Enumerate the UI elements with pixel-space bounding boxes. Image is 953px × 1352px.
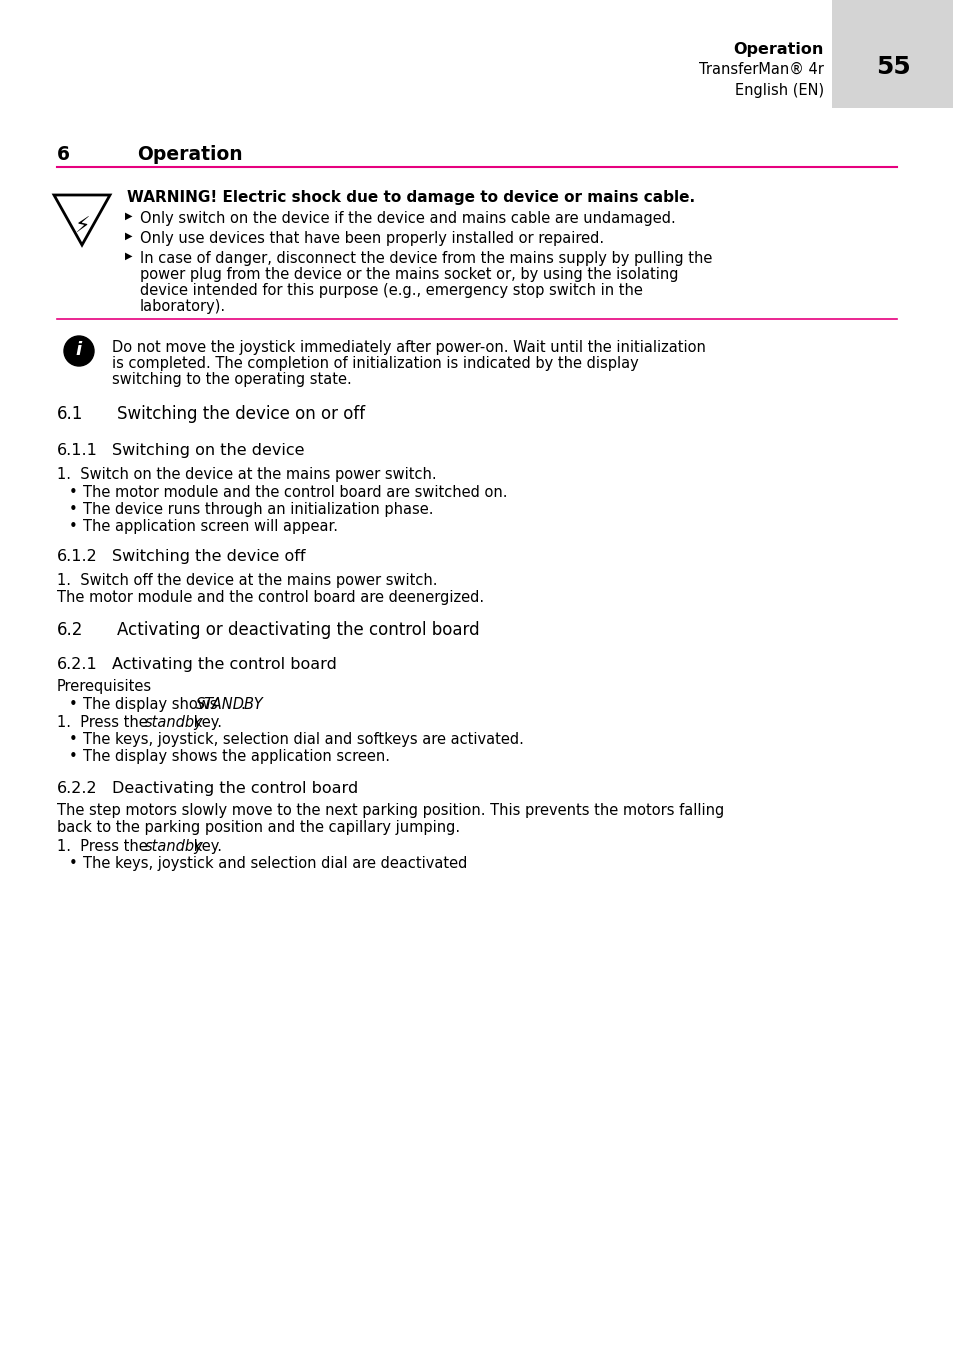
Text: power plug from the device or the mains socket or, by using the isolating: power plug from the device or the mains … xyxy=(140,266,678,283)
Text: 6.2.2: 6.2.2 xyxy=(57,781,97,796)
Text: •: • xyxy=(69,502,77,516)
Text: English (EN): English (EN) xyxy=(734,82,823,97)
Text: Operation: Operation xyxy=(137,145,242,164)
Text: The display shows: The display shows xyxy=(83,698,222,713)
Text: Deactivating the control board: Deactivating the control board xyxy=(112,781,358,796)
Text: 6.1.1: 6.1.1 xyxy=(57,443,98,458)
Text: Only use devices that have been properly installed or repaired.: Only use devices that have been properly… xyxy=(140,231,603,246)
Circle shape xyxy=(64,337,94,366)
Text: ▶: ▶ xyxy=(125,251,132,261)
Text: switching to the operating state.: switching to the operating state. xyxy=(112,372,352,387)
Text: 1.  Press the: 1. Press the xyxy=(57,715,152,730)
Text: Switching on the device: Switching on the device xyxy=(112,443,304,458)
Text: 6: 6 xyxy=(57,145,70,164)
Text: Switching the device off: Switching the device off xyxy=(112,549,305,564)
Text: In case of danger, disconnect the device from the mains supply by pulling the: In case of danger, disconnect the device… xyxy=(140,251,712,266)
Text: Only switch on the device if the device and mains cable are undamaged.: Only switch on the device if the device … xyxy=(140,211,675,226)
Text: device intended for this purpose (e.g., emergency stop switch in the: device intended for this purpose (e.g., … xyxy=(140,283,642,297)
Text: The motor module and the control board are switched on.: The motor module and the control board a… xyxy=(83,485,507,500)
Text: •: • xyxy=(69,519,77,534)
Text: 55: 55 xyxy=(875,55,909,78)
Text: Switching the device on or off: Switching the device on or off xyxy=(117,406,365,423)
Text: key.: key. xyxy=(189,715,222,730)
Text: ▶: ▶ xyxy=(125,231,132,241)
Text: .: . xyxy=(240,698,245,713)
Text: is completed. The completion of initialization is indicated by the display: is completed. The completion of initiali… xyxy=(112,356,639,370)
Text: The keys, joystick and selection dial are deactivated: The keys, joystick and selection dial ar… xyxy=(83,856,467,871)
Text: TransferMan® 4r: TransferMan® 4r xyxy=(699,62,823,77)
Text: Activating or deactivating the control board: Activating or deactivating the control b… xyxy=(117,621,479,639)
Text: i: i xyxy=(76,341,82,360)
Text: key.: key. xyxy=(189,840,222,854)
Text: The display shows the application screen.: The display shows the application screen… xyxy=(83,749,390,764)
Text: standby: standby xyxy=(145,840,204,854)
Text: 1.  Press the: 1. Press the xyxy=(57,840,152,854)
Text: 6.2.1: 6.2.1 xyxy=(57,657,97,672)
Text: •: • xyxy=(69,485,77,500)
Text: Activating the control board: Activating the control board xyxy=(112,657,336,672)
Text: The device runs through an initialization phase.: The device runs through an initializatio… xyxy=(83,502,433,516)
Text: STANDBY: STANDBY xyxy=(196,698,264,713)
Text: 6.2: 6.2 xyxy=(57,621,83,639)
Text: The motor module and the control board are deenergized.: The motor module and the control board a… xyxy=(57,589,483,604)
Text: The application screen will appear.: The application screen will appear. xyxy=(83,519,337,534)
Bar xyxy=(831,0,953,108)
Text: WARNING! Electric shock due to damage to device or mains cable.: WARNING! Electric shock due to damage to… xyxy=(127,191,695,206)
Text: standby: standby xyxy=(145,715,204,730)
Text: 6.1: 6.1 xyxy=(57,406,83,423)
Text: The step motors slowly move to the next parking position. This prevents the moto: The step motors slowly move to the next … xyxy=(57,803,723,818)
Text: Prerequisites: Prerequisites xyxy=(57,679,152,694)
Text: Do not move the joystick immediately after power-on. Wait until the initializati: Do not move the joystick immediately aft… xyxy=(112,339,705,356)
Text: 1.  Switch off the device at the mains power switch.: 1. Switch off the device at the mains po… xyxy=(57,573,437,588)
Text: 1.  Switch on the device at the mains power switch.: 1. Switch on the device at the mains pow… xyxy=(57,466,436,483)
Text: Operation: Operation xyxy=(733,42,823,57)
Text: •: • xyxy=(69,698,77,713)
Text: •: • xyxy=(69,731,77,748)
Text: back to the parking position and the capillary jumping.: back to the parking position and the cap… xyxy=(57,821,459,836)
Text: ▶: ▶ xyxy=(125,211,132,220)
Text: ⚡: ⚡ xyxy=(74,218,90,237)
Text: laboratory).: laboratory). xyxy=(140,299,226,314)
Text: •: • xyxy=(69,749,77,764)
Text: The keys, joystick, selection dial and softkeys are activated.: The keys, joystick, selection dial and s… xyxy=(83,731,523,748)
Text: 6.1.2: 6.1.2 xyxy=(57,549,97,564)
Text: •: • xyxy=(69,856,77,871)
